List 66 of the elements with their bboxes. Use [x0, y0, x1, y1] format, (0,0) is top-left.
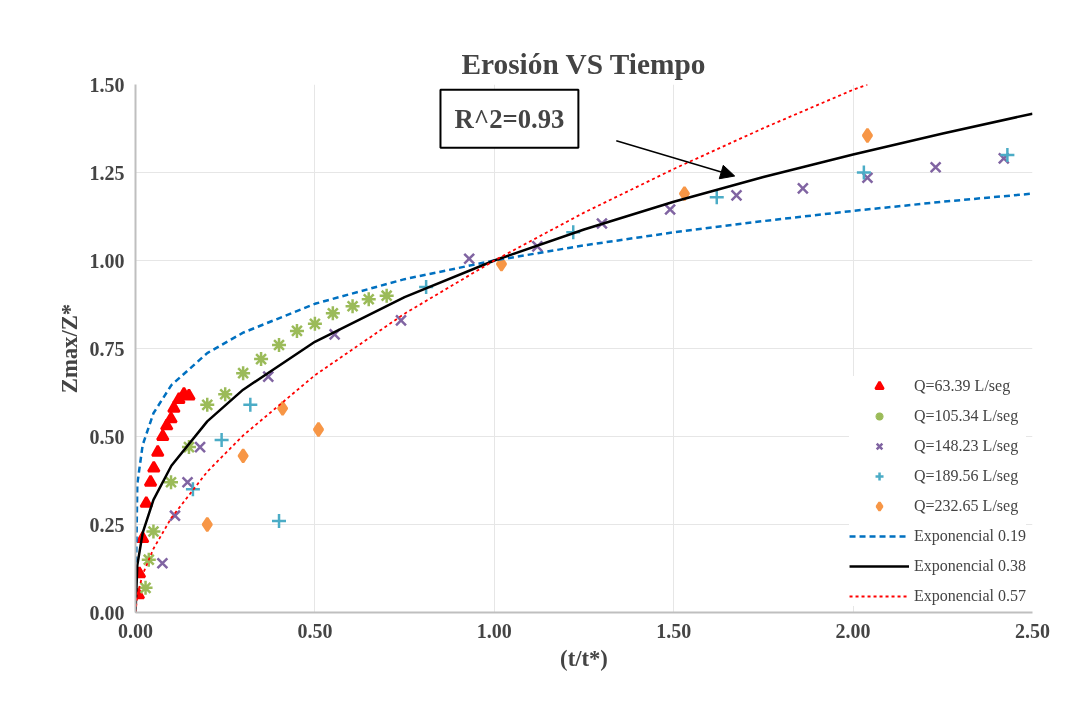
point	[288, 322, 306, 340]
point	[462, 252, 476, 265]
y-axis-title: Zmax/Z*	[56, 303, 82, 394]
point	[237, 448, 249, 464]
point	[145, 523, 162, 540]
point	[252, 350, 270, 368]
legend-label: Q=63.39 L/seg	[914, 377, 1011, 395]
y-tick-label: 1.00	[89, 249, 125, 272]
x-tick-label: 0.50	[297, 619, 333, 642]
legend-label: Q=105.34 L/seg	[914, 407, 1019, 425]
point	[137, 579, 154, 597]
point	[678, 185, 691, 202]
x-tick-label: 2.50	[1015, 619, 1050, 642]
point	[242, 396, 259, 414]
point	[167, 400, 181, 413]
point	[182, 388, 196, 401]
y-tick-label: 0.25	[89, 513, 125, 536]
legend-label: Exponencial 0.19	[914, 527, 1026, 545]
point	[143, 474, 158, 487]
point	[139, 495, 154, 508]
point	[378, 287, 395, 304]
point	[277, 400, 289, 417]
legend-label: Q=189.56 L/seg	[914, 467, 1019, 485]
legend-label: Exponencial 0.57	[914, 587, 1026, 605]
y-tick-label: 1.50	[89, 73, 125, 96]
legend-label: Q=232.65 L/seg	[914, 497, 1019, 515]
point	[324, 305, 342, 322]
x-tick-label: 2.00	[835, 619, 871, 642]
point	[213, 431, 230, 449]
point	[344, 298, 361, 315]
point	[181, 476, 194, 489]
point	[234, 364, 252, 382]
point	[796, 182, 810, 195]
legend-label: Q=148.23 L/seg	[914, 437, 1019, 455]
point	[147, 460, 161, 473]
point	[855, 164, 873, 181]
point	[184, 481, 202, 498]
point	[164, 411, 178, 424]
point	[270, 512, 288, 530]
point	[151, 444, 165, 457]
point	[216, 386, 234, 403]
point	[306, 315, 324, 333]
point	[270, 336, 288, 354]
point	[162, 474, 180, 491]
point	[730, 189, 743, 202]
y-tick-label: 0.75	[89, 337, 125, 360]
point	[312, 421, 325, 438]
annotation: R^2=0.93	[454, 103, 565, 134]
x-tick-label: 1.50	[656, 619, 692, 642]
point	[861, 127, 874, 144]
point	[929, 161, 942, 174]
point	[999, 146, 1016, 164]
point	[201, 516, 213, 533]
point	[156, 557, 169, 570]
point	[193, 440, 207, 454]
y-tick-label: 0.50	[89, 425, 125, 448]
point	[360, 290, 377, 308]
y-tick-label: 1.25	[89, 161, 125, 184]
x-tick-label: 1.00	[476, 619, 512, 642]
point	[168, 509, 182, 522]
point	[394, 314, 408, 327]
legend-label: Exponencial 0.38	[914, 557, 1026, 575]
point	[199, 396, 216, 414]
x-axis-title: (t/t*)	[560, 645, 608, 671]
chart-title: Erosión VS Tiempo	[461, 47, 706, 80]
point	[156, 428, 170, 441]
